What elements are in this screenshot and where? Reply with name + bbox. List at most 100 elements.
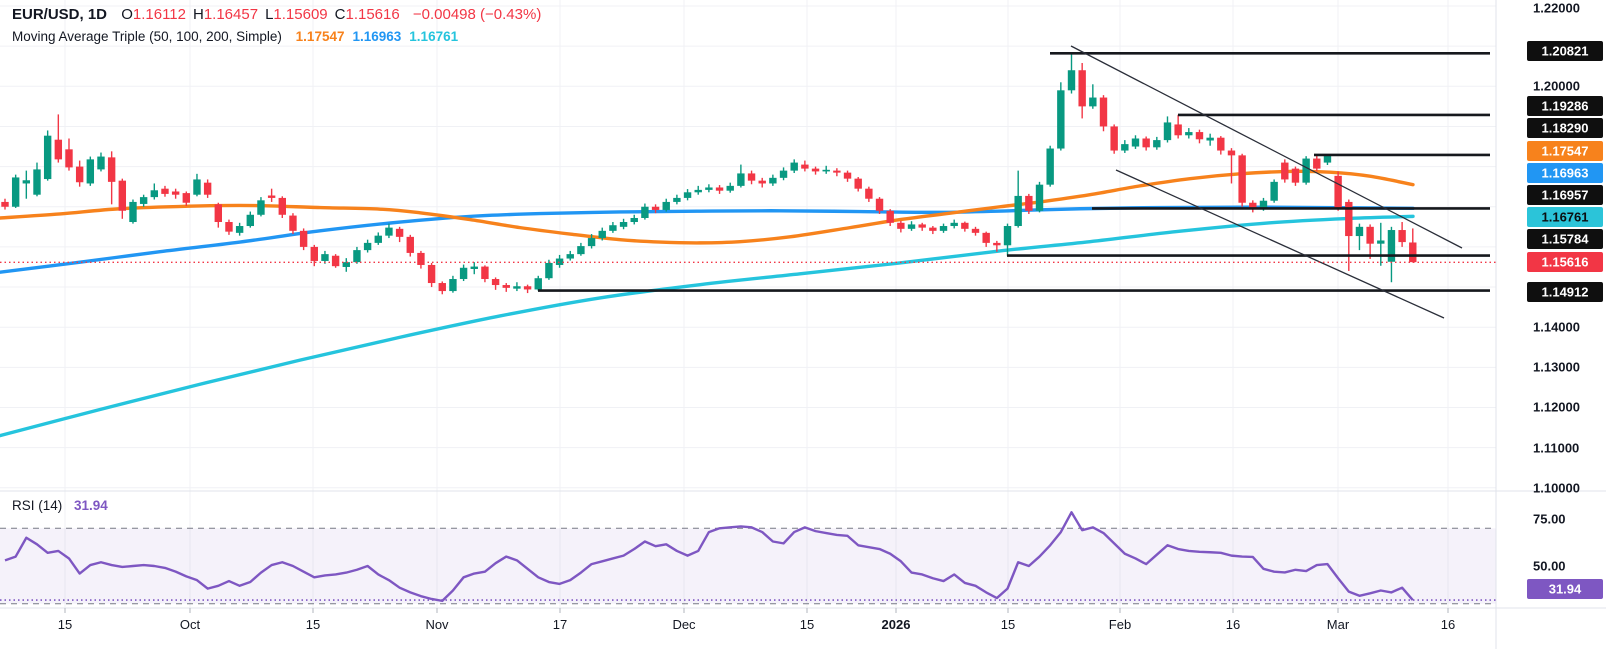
candle-body: [182, 193, 191, 203]
trendline-0[interactable]: [1070, 45, 1463, 249]
candle-body: [1110, 126, 1118, 151]
rsi-indicator-value: 31.94: [74, 498, 108, 513]
candle-body: [470, 266, 478, 269]
ohlc-values: O1.16112 H1.16457 L1.15609 C1.15616: [121, 6, 407, 23]
candle-body: [1281, 162, 1289, 180]
candle-body: [566, 254, 574, 259]
candle-body: [289, 215, 297, 231]
candle-body: [1195, 132, 1204, 140]
candle-body: [1078, 70, 1086, 107]
candle-body: [971, 228, 980, 233]
candle-body: [1217, 137, 1225, 151]
badge-text: 1.16963: [1542, 166, 1589, 181]
badge-text: 1.18290: [1542, 121, 1589, 136]
candle-body: [342, 262, 350, 267]
trendline-1[interactable]: [1115, 169, 1445, 319]
candle-body: [235, 226, 244, 233]
badge-text: 1.15616: [1542, 255, 1589, 270]
candle-body: [1131, 138, 1140, 147]
ohlc-l: L1.15609: [265, 6, 328, 23]
candle-body: [385, 227, 393, 236]
candle-body: [86, 159, 95, 184]
candle-body: [353, 250, 361, 263]
candle-body: [1259, 200, 1268, 209]
candle-body: [555, 258, 564, 265]
candle-body: [1014, 195, 1022, 227]
candle-body: [1377, 240, 1385, 244]
ma-value-2: 1.16761: [409, 29, 459, 44]
candle-body: [609, 225, 617, 231]
candle-body: [33, 169, 41, 195]
badge-1.16963: [1527, 163, 1603, 183]
candle-body: [214, 204, 222, 223]
candle-body: [843, 172, 852, 179]
candle-body: [310, 246, 318, 261]
time-label-17: 17: [553, 617, 567, 632]
candle-body: [1323, 155, 1332, 163]
candle-body: [1249, 202, 1257, 209]
time-label-15: 15: [58, 617, 72, 632]
candle-body: [1355, 226, 1364, 237]
candle-body: [1163, 122, 1172, 141]
candle-body: [257, 200, 265, 215]
time-axis-labels[interactable]: 15 Oct 15 Nov 17 Dec 15 2026 15 Feb 16 Mar 16: [58, 608, 1455, 632]
badge-text: 1.20821: [1542, 44, 1589, 59]
candle-body: [331, 255, 340, 267]
candle-body: [907, 224, 916, 229]
candle-body: [139, 197, 148, 204]
candle-body: [97, 156, 105, 170]
candle-body: [1238, 155, 1246, 203]
candle-body: [790, 162, 798, 171]
candle-body: [1025, 195, 1033, 211]
candle-body: [715, 187, 724, 191]
candle-body: [737, 173, 745, 186]
candle-body: [694, 189, 702, 193]
candle-body: [54, 139, 63, 160]
candle-body: [491, 279, 500, 286]
candle-body: [747, 173, 756, 181]
time-label-Dec: Dec: [672, 617, 696, 632]
candle-body: [225, 222, 233, 232]
time-label-15: 15: [1001, 617, 1015, 632]
badge-text: 1.14912: [1542, 285, 1589, 300]
candle-body: [801, 164, 809, 169]
candle-body: [43, 135, 52, 180]
candlestick-series[interactable]: [1, 53, 1417, 295]
candle-body: [1067, 70, 1076, 91]
ma-indicator-values: 1.17547 1.16963 1.16761: [296, 29, 466, 44]
axis-label: 1.22000: [1533, 1, 1580, 16]
ma-value-1: 1.16963: [352, 29, 402, 44]
candle-body: [1409, 242, 1417, 263]
candle-body: [534, 278, 542, 290]
candle-body: [641, 206, 649, 218]
candle-body: [993, 242, 1001, 246]
candle-body: [502, 285, 510, 288]
candle-body: [1035, 184, 1044, 211]
candle-body: [1142, 138, 1150, 148]
badge-31.94: [1527, 579, 1603, 599]
rsi-line[interactable]: [4, 511, 1414, 603]
candle-body: [1206, 137, 1214, 141]
badge-1.17547: [1527, 141, 1603, 161]
candle-body: [651, 206, 660, 210]
badge-text: 1.19286: [1542, 99, 1589, 114]
candle-body: [65, 149, 73, 168]
badge-1.19286: [1527, 96, 1603, 116]
candle-body: [865, 188, 873, 199]
candle-body: [577, 246, 585, 255]
time-label-Mar: Mar: [1327, 617, 1350, 632]
candle-body: [246, 214, 254, 227]
axis-label: 1.13000: [1533, 360, 1580, 375]
ma200-line[interactable]: [0, 214, 1415, 438]
candle-body: [107, 157, 116, 182]
candle-body: [811, 168, 820, 172]
candle-body: [278, 197, 286, 215]
price-change: −0.00498 (−0.43%): [412, 6, 542, 23]
time-label-15: 15: [800, 617, 814, 632]
badge-1.16761: [1527, 207, 1603, 227]
candle-body: [118, 180, 127, 211]
ma50-line[interactable]: [0, 169, 1415, 245]
candle-body: [22, 180, 31, 184]
symbol-title: EUR/USD, 1D: [12, 6, 108, 23]
